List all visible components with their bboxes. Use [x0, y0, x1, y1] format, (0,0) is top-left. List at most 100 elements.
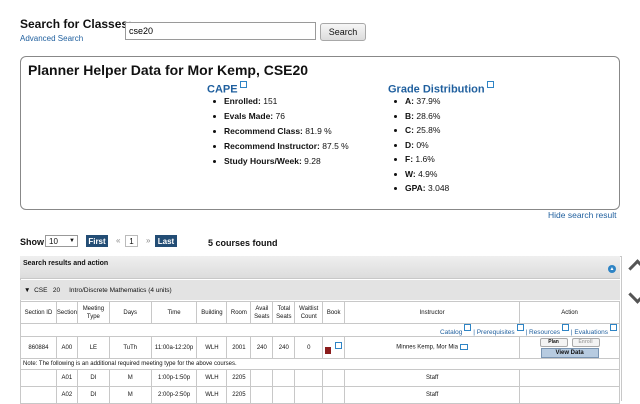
section: A01 [55, 369, 78, 388]
time: 11:00a-12:20p [150, 336, 198, 360]
cape-stats: Enrolled: 151 Evals Made: 76 Recommend C… [213, 96, 349, 171]
courses-found-count: 5 courses found [208, 238, 278, 248]
column-header: Instructor [344, 301, 521, 324]
first-page-button[interactable]: First [86, 235, 108, 247]
last-page-button[interactable]: Last [155, 235, 177, 247]
page-number[interactable]: 1 [125, 235, 138, 247]
planner-helper-panel [20, 56, 620, 210]
grade-distribution-heading[interactable]: Grade Distribution [388, 81, 494, 96]
course-name: Intro/Discrete Mathematics (4 units) [69, 287, 172, 294]
hide-search-result-link[interactable]: Hide search result [548, 210, 617, 220]
total-seats [272, 369, 296, 388]
note-row: Note: The following is an additional req… [20, 358, 620, 371]
action-cell [519, 386, 620, 404]
course-title[interactable]: ▼ CSE 20 Intro/Discrete Mathematics (4 u… [24, 287, 172, 294]
enroll-button: Enroll [571, 337, 600, 347]
advanced-search-link[interactable]: Advanced Search [20, 34, 84, 43]
grade-stat: F: 1.6% [394, 154, 449, 169]
table-row: A01 DI M 1:00p-1:50p WLH 2205 Staff [20, 369, 620, 388]
building: WLH [196, 369, 228, 388]
external-link-icon[interactable] [562, 324, 570, 331]
plan-button[interactable]: Plan [539, 337, 568, 347]
results-header [20, 256, 620, 279]
panel-title: Planner Helper Data for Mor Kemp, CSE20 [28, 62, 309, 78]
external-link-icon[interactable] [335, 341, 342, 349]
column-header: Days [108, 301, 152, 324]
external-link-icon[interactable] [239, 81, 247, 88]
action-cell [519, 369, 620, 388]
grade-stat: W: 4.9% [394, 169, 449, 184]
grade-stats: A: 37.9% B: 28.6% C: 25.8% D: 0% F: 1.6%… [394, 96, 449, 198]
view-data-button[interactable]: View Data [540, 347, 599, 358]
evaluations-link[interactable]: Evaluations [574, 329, 608, 337]
building: WLH [196, 386, 228, 404]
meeting-type: DI [76, 386, 110, 404]
column-header: Section ID [20, 301, 57, 324]
column-header: Time [150, 301, 198, 324]
search-button[interactable]: Search [320, 23, 366, 41]
book-cell [322, 386, 346, 404]
grade-stat: B: 28.6% [394, 111, 449, 126]
cape-stat: Recommend Instructor: 87.5 % [213, 141, 349, 156]
time: 1:00p-1:50p [150, 369, 198, 388]
days: M [108, 386, 152, 404]
grade-stat: C: 25.8% [394, 125, 449, 140]
collapse-icon[interactable]: ▲ [608, 265, 616, 273]
chevron-right-icon[interactable] [628, 285, 640, 304]
grade-stat: A: 37.9% [394, 96, 449, 111]
book-icon[interactable] [325, 346, 332, 354]
book-cell [322, 336, 346, 360]
link-separator: | [570, 329, 573, 337]
catalog-link[interactable]: Catalog [439, 329, 463, 337]
column-header: Room [226, 301, 252, 324]
days: TuTh [108, 336, 152, 360]
per-page-value: 10 [49, 236, 58, 246]
section: A02 [55, 386, 78, 404]
table-row: A02 DI M 2:00p-2:50p WLH 2205 Staff [20, 386, 620, 404]
link-separator: | [473, 329, 475, 337]
chevron-right-icon[interactable] [628, 259, 640, 278]
per-page-select[interactable]: 10 ▼ [45, 235, 78, 247]
waitlist-count: 0 [294, 336, 324, 360]
building: WLH [196, 336, 228, 360]
table-row: 860884 A00 LE TuTh 11:00a-12:20p WLH 200… [20, 336, 620, 360]
cape-stat: Recommend Class: 81.9 % [213, 126, 349, 141]
grade-heading-label[interactable]: Grade Distribution [388, 83, 485, 96]
column-header: Section [55, 301, 78, 324]
mail-icon[interactable] [459, 344, 468, 351]
column-header: Book [322, 301, 346, 324]
section-id [20, 369, 57, 388]
external-link-icon[interactable] [464, 324, 472, 331]
course-subject: CSE [34, 287, 48, 294]
course-number: 20 [52, 287, 61, 294]
meeting-type: LE [76, 336, 110, 360]
next-page-button[interactable]: » [146, 236, 151, 245]
prerequisites-link[interactable]: Prerequisites [476, 329, 515, 337]
meeting-type: DI [76, 369, 110, 388]
external-link-icon[interactable] [610, 324, 617, 331]
search-input[interactable] [125, 22, 316, 40]
external-link-icon[interactable] [486, 81, 494, 88]
column-header: Total Seats [272, 301, 296, 324]
room: 2001 [226, 336, 252, 360]
prev-page-button[interactable]: « [116, 236, 121, 245]
link-separator: | [525, 329, 528, 337]
expand-triangle-icon[interactable]: ▼ [24, 287, 31, 294]
show-label: Show [20, 237, 44, 247]
cape-heading-label[interactable]: CAPE [207, 83, 238, 96]
cape-heading[interactable]: CAPE [207, 81, 247, 96]
cape-stat: Enrolled: 151 [213, 96, 349, 111]
column-header: Meeting Type [76, 301, 110, 324]
resources-link[interactable]: Resources [528, 329, 561, 337]
instructor: Minnes Kemp, Mor Mia [344, 336, 521, 360]
instructor-name[interactable]: Minnes Kemp, Mor Mia [396, 344, 458, 351]
room: 2205 [226, 369, 252, 388]
room: 2205 [226, 386, 252, 404]
additional-meeting-note: Note: The following is an additional req… [20, 358, 620, 371]
course-header[interactable] [20, 280, 620, 300]
column-header: Waitlist Count [294, 301, 324, 324]
grade-stat: GPA: 3.048 [394, 183, 449, 198]
external-link-icon[interactable] [516, 324, 524, 331]
days: M [108, 369, 152, 388]
time: 2:00p-2:50p [150, 386, 198, 404]
